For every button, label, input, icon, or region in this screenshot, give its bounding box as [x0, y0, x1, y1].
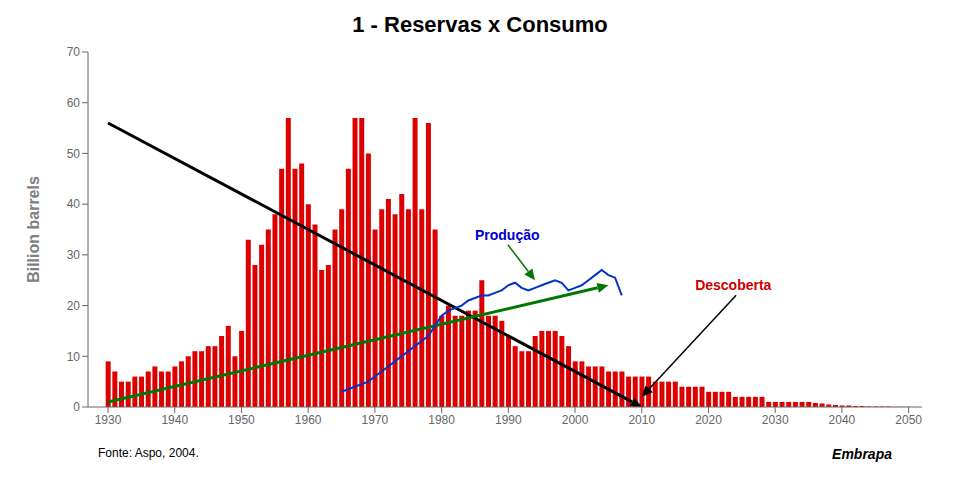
- svg-text:1940: 1940: [161, 413, 188, 427]
- svg-text:1930: 1930: [95, 413, 122, 427]
- svg-text:10: 10: [67, 350, 81, 364]
- svg-text:70: 70: [67, 45, 81, 59]
- svg-text:50: 50: [67, 147, 81, 161]
- svg-text:1990: 1990: [495, 413, 522, 427]
- svg-text:Descoberta: Descoberta: [695, 277, 771, 293]
- svg-text:2000: 2000: [562, 413, 589, 427]
- svg-text:30: 30: [67, 248, 81, 262]
- svg-text:1960: 1960: [295, 413, 322, 427]
- svg-text:2030: 2030: [762, 413, 789, 427]
- svg-text:1980: 1980: [428, 413, 455, 427]
- html-text:Fonte: Aspo, 2004.: Fonte: Aspo, 2004.: [98, 446, 199, 460]
- svg-text:2010: 2010: [628, 413, 655, 427]
- svg-text:60: 60: [67, 96, 81, 110]
- svg-text:0: 0: [73, 400, 80, 414]
- html-text:Embrapa: Embrapa: [832, 446, 892, 462]
- svg-text:2050: 2050: [895, 413, 922, 427]
- svg-text:2020: 2020: [695, 413, 722, 427]
- svg-text:Billion barrels: Billion barrels: [25, 176, 42, 283]
- svg-text:20: 20: [67, 299, 81, 313]
- svg-text:1970: 1970: [362, 413, 389, 427]
- svg-text:40: 40: [67, 197, 81, 211]
- svg-text:2040: 2040: [829, 413, 856, 427]
- html-text:1 - Reservas x Consumo: 1 - Reservas x Consumo: [352, 12, 608, 37]
- svg-text:1950: 1950: [228, 413, 255, 427]
- svg-text:Produção: Produção: [475, 227, 540, 243]
